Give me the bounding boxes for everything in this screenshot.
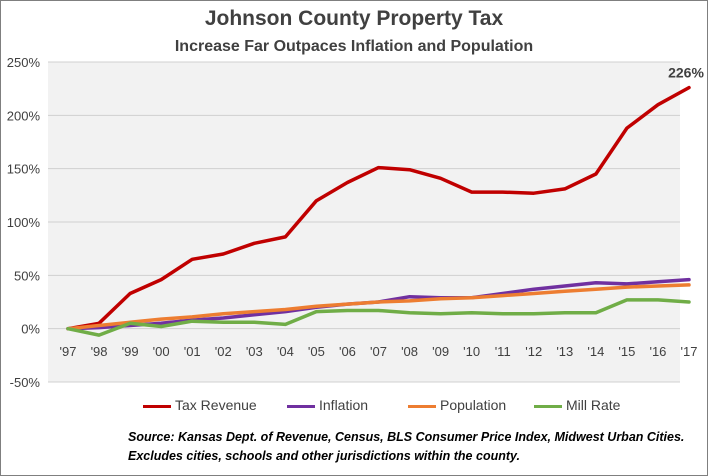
source-note: Source: Kansas Dept. of Revenue, Census,…: [128, 430, 685, 463]
x-tick-label: '16: [649, 344, 666, 359]
x-tick-label: '01: [184, 344, 201, 359]
x-tick-label: '97: [60, 344, 77, 359]
x-tick-label: '02: [215, 344, 232, 359]
legend-label: Tax Revenue: [175, 397, 257, 413]
x-tick-label: '11: [495, 344, 511, 359]
y-tick-label: 250%: [7, 55, 41, 70]
y-tick-label: 100%: [7, 215, 41, 230]
x-tick-label: '09: [432, 344, 449, 359]
chart-subtitle: Increase Far Outpaces Inflation and Popu…: [174, 38, 534, 55]
x-tick-label: '10: [463, 344, 480, 359]
y-tick-label: 150%: [7, 162, 41, 177]
y-tick-label: 200%: [7, 108, 41, 123]
x-tick-label: '00: [153, 344, 170, 359]
data-label: 226%: [668, 65, 704, 81]
x-tick-label: '14: [587, 344, 604, 359]
legend-swatch: [143, 405, 171, 408]
x-tick-label: '08: [401, 344, 418, 359]
legend-label: Population: [440, 397, 507, 413]
legend-label: Inflation: [319, 397, 369, 413]
x-tick-label: '17: [681, 344, 698, 359]
y-tick-label: 50%: [14, 268, 40, 283]
x-tick-label: '06: [339, 344, 356, 359]
x-tick-label: '12: [525, 344, 542, 359]
series-line: [66, 283, 691, 331]
legend-label: Mill Rate: [566, 397, 621, 413]
x-tick-label: '13: [556, 344, 573, 359]
y-tick-label: 0%: [21, 322, 40, 337]
x-tick-label: '05: [308, 344, 325, 359]
series-line: [66, 298, 691, 337]
legend-swatch: [287, 405, 315, 408]
x-tick-label: '15: [618, 344, 635, 359]
x-tick-label: '98: [91, 344, 108, 359]
x-tick-label: '04: [277, 344, 294, 359]
series-line: [66, 85, 691, 331]
legend-swatch: [534, 405, 562, 408]
x-tick-label: '99: [122, 344, 139, 359]
legend-swatch: [408, 405, 436, 408]
x-tick-label: '03: [246, 344, 263, 359]
chart-title: Johnson County Property Tax: [204, 7, 504, 30]
y-tick-label: -50%: [10, 375, 41, 390]
x-tick-label: '07: [370, 344, 387, 359]
